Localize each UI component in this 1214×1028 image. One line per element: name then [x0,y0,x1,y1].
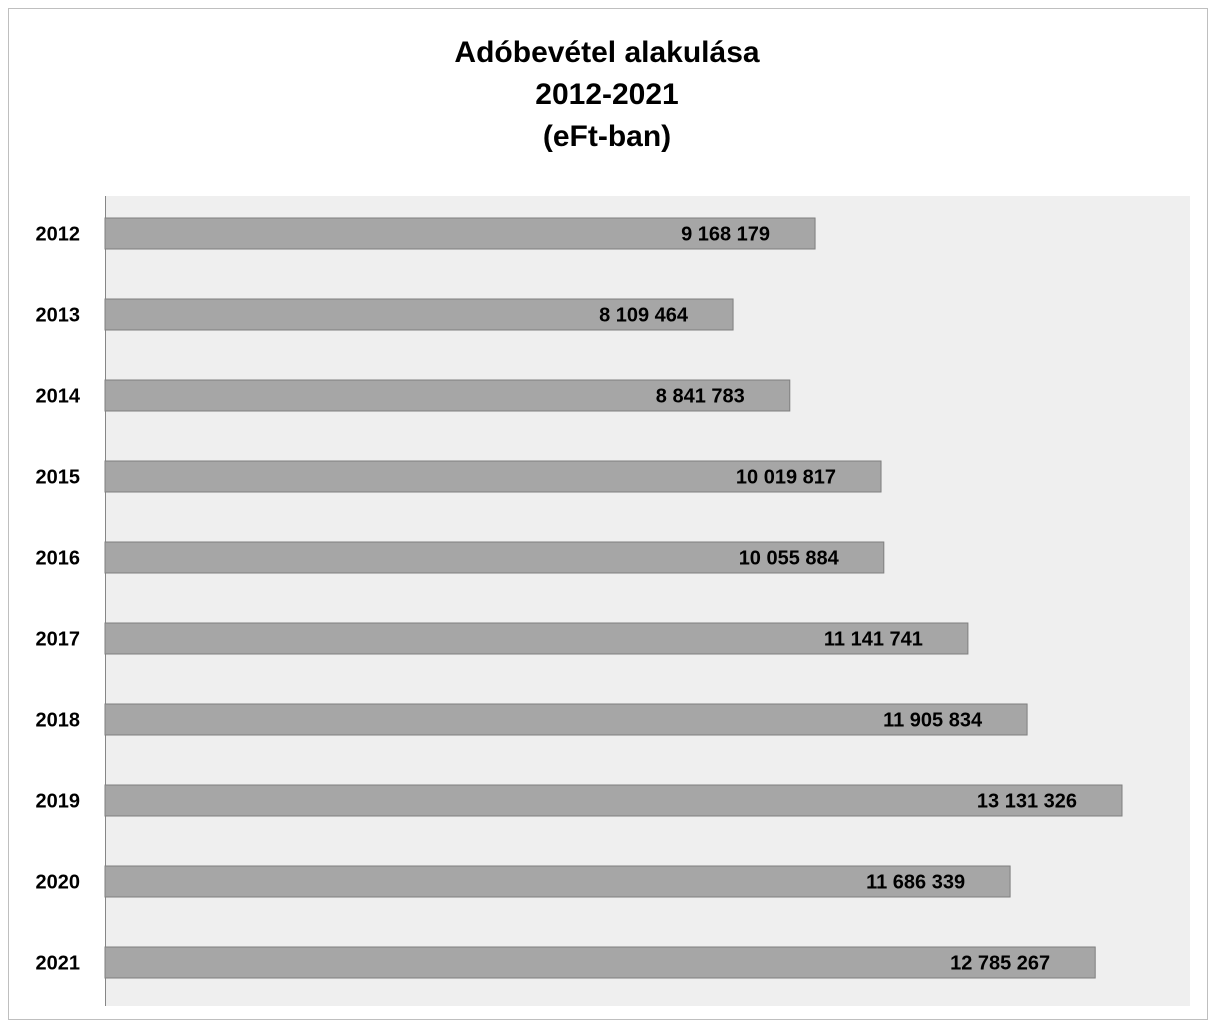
chart-title-line-2: 2012-2021 [535,78,679,111]
bar-2013 [104,298,734,331]
bar-2016 [104,541,885,574]
bar-2021 [104,946,1096,979]
category-label-2018: 2018 [36,710,81,732]
bar-2012 [104,217,816,250]
value-label-2013: 8 109 464 [599,305,689,327]
category-label-2019: 2019 [36,791,81,813]
bar-2018 [104,703,1028,736]
value-label-2014: 8 841 783 [656,386,745,408]
category-label-2015: 2015 [36,467,81,489]
value-label-2016: 10 055 884 [739,548,840,570]
chart-title-line-3: (eFt-ban) [542,120,672,153]
value-label-2012: 9 168 179 [681,224,770,246]
value-label-2017: 11 141 741 [824,629,923,651]
value-label-2015: 10 019 817 [736,467,836,489]
category-label-2016: 2016 [36,548,81,570]
chart-title: Adóbevétel alakulása 2012-2021 (eFt-ban) [0,32,1214,158]
bar-2019 [104,784,1123,817]
category-label-2020: 2020 [36,872,81,894]
value-label-2021: 12 785 267 [950,953,1050,975]
category-label-2012: 2012 [36,224,81,246]
bar-2015 [104,460,882,493]
category-label-2021: 2021 [36,953,81,975]
bar-2014 [104,379,791,412]
category-label-2014: 2014 [36,386,81,408]
value-label-2018: 11 905 834 [883,710,983,732]
bar-2017 [104,622,969,655]
value-label-2020: 11 686 339 [866,872,965,894]
category-label-2013: 2013 [36,305,81,327]
chart-title-line-1: Adóbevétel alakulása [454,36,760,69]
value-label-2019: 13 131 326 [977,791,1077,813]
category-label-2017: 2017 [36,629,81,651]
bar-2020 [104,865,1011,898]
